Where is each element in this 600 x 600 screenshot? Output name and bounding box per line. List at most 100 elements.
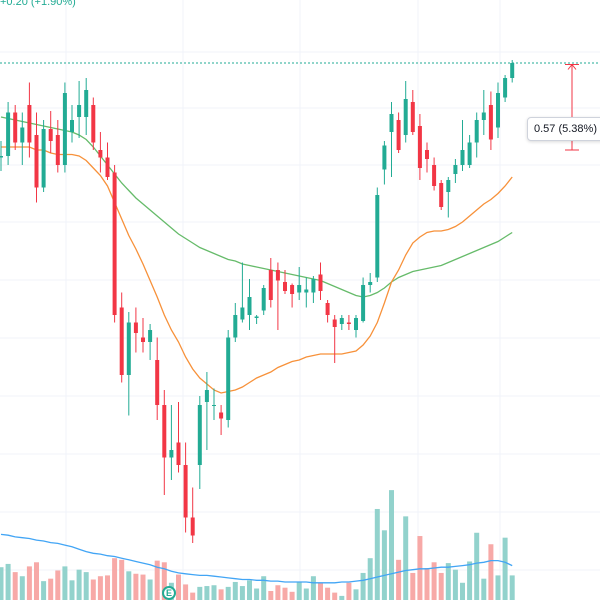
candle bbox=[212, 388, 216, 420]
candle bbox=[62, 82, 67, 173]
fast-moving-average-line bbox=[1, 146, 513, 394]
candles bbox=[0, 60, 515, 543]
candle-body bbox=[261, 288, 266, 311]
candle-body bbox=[290, 285, 295, 294]
candle bbox=[70, 105, 74, 143]
candle bbox=[432, 157, 437, 191]
candle-body bbox=[84, 90, 89, 117]
candle bbox=[417, 114, 422, 180]
candle bbox=[439, 180, 444, 210]
candle bbox=[290, 283, 295, 308]
candle-body bbox=[346, 322, 351, 324]
volume-bars bbox=[0, 490, 515, 600]
candle-body bbox=[467, 142, 472, 165]
candle bbox=[283, 270, 287, 294]
candle bbox=[6, 102, 11, 165]
candle-body bbox=[204, 390, 209, 402]
volume-bar bbox=[438, 572, 444, 600]
volume-bar bbox=[509, 575, 515, 600]
volume-bar bbox=[204, 586, 210, 600]
candle bbox=[410, 90, 415, 135]
volume-bar bbox=[239, 586, 245, 600]
volume-bar bbox=[282, 587, 288, 600]
candle-body bbox=[410, 102, 415, 132]
candle bbox=[0, 141, 3, 171]
candle bbox=[98, 132, 103, 173]
volume-bar bbox=[211, 585, 217, 600]
candle-body bbox=[6, 112, 11, 156]
candle bbox=[34, 112, 39, 203]
candle-body bbox=[105, 157, 110, 177]
candle bbox=[219, 405, 224, 435]
volume-bar bbox=[481, 578, 487, 600]
volume-bar bbox=[105, 575, 110, 600]
candle bbox=[190, 487, 195, 543]
volume-bar bbox=[268, 590, 274, 600]
candle-body bbox=[368, 282, 373, 285]
volume-bar bbox=[261, 576, 267, 600]
volume-bar bbox=[374, 508, 380, 600]
candle bbox=[311, 276, 316, 303]
candle-body bbox=[339, 318, 344, 324]
candle-body bbox=[510, 63, 515, 78]
volume-bar bbox=[431, 562, 437, 600]
candle-body bbox=[27, 105, 32, 143]
candle bbox=[503, 75, 508, 102]
volume-bar bbox=[97, 576, 103, 600]
candle bbox=[197, 396, 202, 489]
volume-bar bbox=[353, 589, 359, 600]
candle bbox=[48, 111, 53, 153]
candle-body bbox=[503, 78, 508, 98]
volume-moving-average-line bbox=[0, 533, 513, 584]
candle-body bbox=[98, 150, 103, 158]
volume-bar bbox=[502, 537, 508, 600]
candle-body bbox=[432, 165, 437, 186]
volume-bar bbox=[332, 592, 338, 600]
volume-bar bbox=[41, 581, 47, 600]
candle bbox=[268, 258, 273, 308]
candle-body bbox=[361, 285, 366, 321]
candle-body bbox=[318, 274, 323, 291]
slow-moving-average-line bbox=[0, 116, 513, 298]
volume-bar bbox=[403, 516, 409, 600]
volume-bar bbox=[55, 570, 61, 600]
candle-body bbox=[297, 285, 302, 293]
candle-body bbox=[354, 318, 358, 330]
candle bbox=[446, 177, 451, 218]
volume-bar bbox=[19, 576, 25, 600]
candle-body bbox=[268, 270, 273, 300]
candle bbox=[382, 141, 387, 185]
volume-bar bbox=[424, 568, 430, 600]
candle bbox=[20, 112, 25, 165]
candle bbox=[27, 82, 32, 158]
candle-body bbox=[176, 442, 181, 465]
candle-body bbox=[55, 135, 60, 165]
earnings-event-badge[interactable]: E bbox=[162, 586, 176, 600]
candle-body bbox=[453, 165, 458, 174]
volume-bar bbox=[445, 563, 451, 600]
candle-body bbox=[219, 412, 224, 419]
volume-bar bbox=[247, 580, 252, 600]
candle bbox=[133, 307, 138, 353]
candle bbox=[396, 112, 401, 153]
volume-bar bbox=[417, 536, 423, 600]
candle bbox=[183, 442, 188, 533]
candle-body bbox=[112, 172, 117, 315]
volume-bar bbox=[183, 584, 189, 600]
candle-body bbox=[240, 307, 245, 320]
candle-body bbox=[311, 279, 316, 293]
candle bbox=[275, 262, 280, 330]
candle bbox=[481, 90, 486, 135]
volume-bar bbox=[325, 587, 331, 600]
candle-body bbox=[62, 93, 67, 165]
candle bbox=[112, 165, 117, 323]
candle bbox=[155, 337, 160, 420]
volume-bar bbox=[154, 560, 160, 600]
candle-body bbox=[425, 150, 429, 159]
volume-bar bbox=[410, 572, 416, 600]
volume-bar bbox=[190, 592, 196, 600]
volume-bar bbox=[83, 572, 89, 600]
